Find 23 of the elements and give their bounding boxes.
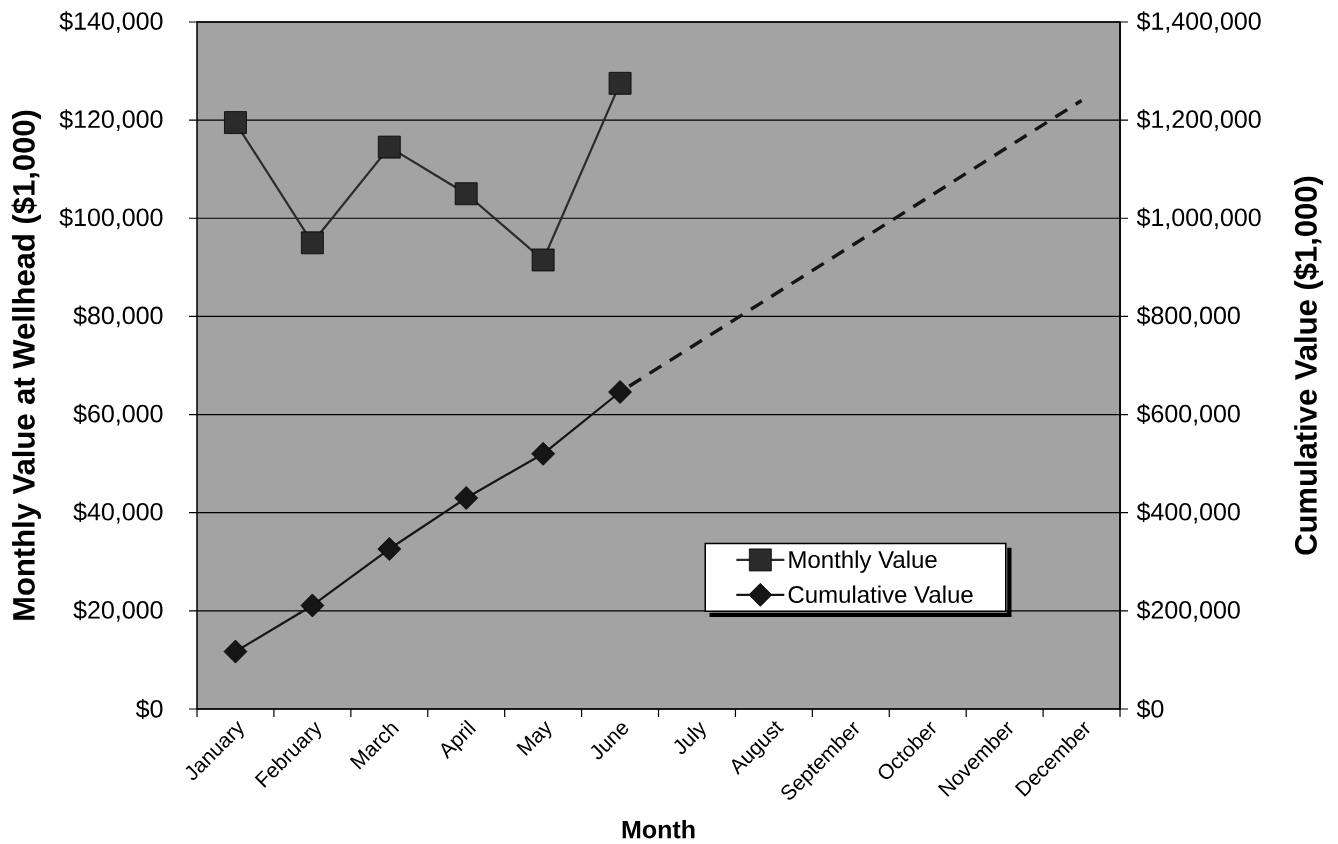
y2-tick-label: $1,400,000 — [1136, 11, 1261, 33]
x-tick-label: July — [674, 721, 706, 755]
x-axis-title: Month — [622, 820, 695, 839]
y-tick-label: $40,000 — [73, 501, 163, 524]
y-axis-title: Monthly Value at Wellhead ($1,000) — [11, 110, 41, 620]
y2-tick-label: $800,000 — [1136, 305, 1240, 328]
y-tick-label: $120,000 — [59, 109, 163, 131]
y-tick-label: $140,000 — [59, 11, 163, 33]
y-tick-label: $0 — [135, 698, 163, 720]
y2-tick-label: $600,000 — [1136, 403, 1240, 426]
y2-tick-label: $400,000 — [1136, 501, 1240, 524]
y2-tick-label: $200,000 — [1136, 600, 1240, 622]
y2-tick-label: $0 — [1136, 698, 1164, 720]
y-tick-label: $100,000 — [59, 207, 163, 230]
x-tick-label: May — [516, 721, 552, 756]
y2-tick-label: $1,000,000 — [1136, 207, 1261, 230]
legend-label: Cumulative Value — [788, 585, 973, 604]
y2-axis-title: Cumulative Value ($1,000) — [1293, 176, 1324, 555]
y2-tick-label: $1,200,000 — [1136, 109, 1261, 131]
legend-label: Monthly Value — [789, 550, 937, 573]
y-tick-label: $20,000 — [73, 600, 163, 622]
y-tick-label: $80,000 — [73, 305, 163, 328]
y-tick-label: $60,000 — [73, 403, 163, 426]
